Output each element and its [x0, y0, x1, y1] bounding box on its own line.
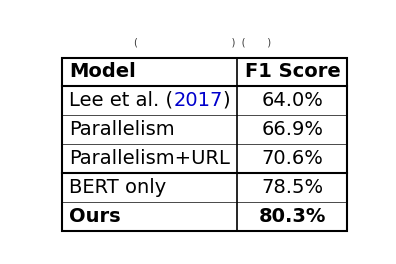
Text: Model: Model: [69, 62, 136, 81]
Text: 80.3%: 80.3%: [259, 207, 326, 226]
Text: Parallelism: Parallelism: [69, 120, 175, 139]
Text: Parallelism+URL: Parallelism+URL: [69, 149, 230, 168]
Bar: [62, 58, 347, 231]
Text: Ours: Ours: [69, 207, 121, 226]
Text: 64.0%: 64.0%: [261, 91, 323, 110]
Text: Lee et al. (: Lee et al. (: [69, 91, 173, 110]
Text: 78.5%: 78.5%: [261, 178, 323, 197]
Text: ): ): [223, 91, 230, 110]
Text: (                              )  (       ): ( ) ( ): [134, 38, 272, 48]
Text: BERT only: BERT only: [69, 178, 167, 197]
Text: 2017: 2017: [173, 91, 223, 110]
Text: 70.6%: 70.6%: [261, 149, 323, 168]
Text: F1 Score: F1 Score: [245, 62, 341, 81]
Text: 66.9%: 66.9%: [261, 120, 323, 139]
